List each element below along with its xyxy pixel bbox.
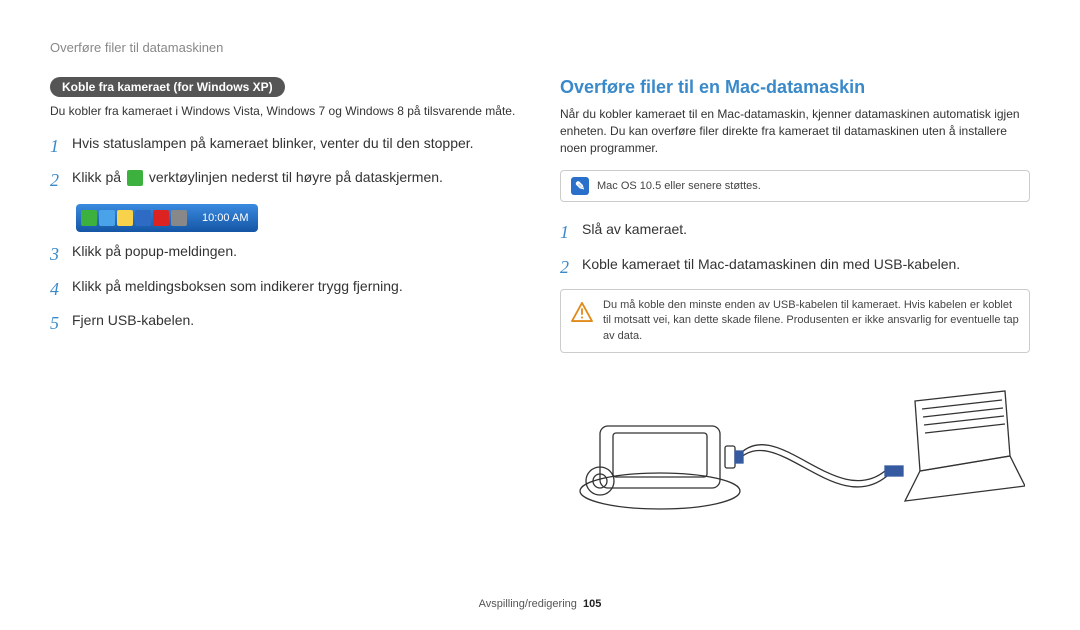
step-1: 1 Slå av kameraet.: [560, 220, 1030, 244]
step-5: 5 Fjern USB-kabelen.: [50, 311, 520, 335]
step-number: 1: [560, 220, 574, 244]
step-number: 1: [50, 134, 64, 158]
taskbar-icon: [117, 210, 133, 226]
footer-page-number: 105: [583, 598, 601, 610]
step-text: Klikk på verktøylinjen nederst til høyre…: [72, 168, 443, 187]
step-2: 2 Klikk på verktøylinjen nederst til høy…: [50, 168, 520, 192]
mac-steps: 1 Slå av kameraet. 2 Koble kameraet til …: [560, 220, 1030, 279]
footer-section: Avspilling/redigering: [479, 598, 577, 610]
step-2: 2 Koble kameraet til Mac-datamaskinen di…: [560, 255, 1030, 279]
step-text: Klikk på popup-meldingen.: [72, 242, 237, 261]
page-breadcrumb: Overføre filer til datamaskinen: [50, 40, 1030, 55]
step-3: 3 Klikk på popup-meldingen.: [50, 242, 520, 266]
xp-steps-cont: 3 Klikk på popup-meldingen. 4 Klikk på m…: [50, 242, 520, 335]
warning-text: Du må koble den minste enden av USB-kabe…: [603, 298, 1019, 344]
taskbar-icon: [99, 210, 115, 226]
step-text: Klikk på meldingsboksen som indikerer tr…: [72, 277, 403, 296]
step-4: 4 Klikk på meldingsboksen som indikerer …: [50, 277, 520, 301]
note-text: Mac OS 10.5 eller senere støttes.: [597, 180, 761, 192]
taskbar-icon: [135, 210, 151, 226]
step-number: 3: [50, 242, 64, 266]
step-text: Hvis statuslampen på kameraet blinker, v…: [72, 134, 474, 153]
xp-steps: 1 Hvis statuslampen på kameraet blinker,…: [50, 134, 520, 193]
step-2-pre: Klikk på: [72, 169, 125, 185]
step-number: 2: [50, 168, 64, 192]
step-text: Slå av kameraet.: [582, 220, 687, 239]
step-number: 2: [560, 255, 574, 279]
disconnect-camera-xp-pill: Koble fra kameraet (for Windows XP): [50, 77, 285, 97]
taskbar-icon: [81, 210, 97, 226]
mac-intro-text: Når du kobler kameraet til en Mac-datama…: [560, 106, 1030, 156]
taskbar-icon: [171, 210, 187, 226]
step-text: Koble kameraet til Mac-datamaskinen din …: [582, 255, 960, 274]
left-column: Koble fra kameraet (for Windows XP) Du k…: [50, 77, 520, 521]
taskbar-icon: [153, 210, 169, 226]
step-text: Fjern USB-kabelen.: [72, 311, 194, 330]
warning-icon: [571, 302, 593, 322]
camera-laptop-diagram: [560, 371, 1030, 521]
step-2-post: verktøylinjen nederst til høyre på datas…: [149, 169, 443, 185]
step-1: 1 Hvis statuslampen på kameraet blinker,…: [50, 134, 520, 158]
step-number: 4: [50, 277, 64, 301]
step-number: 5: [50, 311, 64, 335]
page-footer: Avspilling/redigering 105: [0, 598, 1080, 610]
note-icon: ✎: [571, 177, 589, 195]
usb-warning-box: Du må koble den minste enden av USB-kabe…: [560, 289, 1030, 353]
mac-os-note: ✎ Mac OS 10.5 eller senere støttes.: [560, 170, 1030, 202]
right-column: Overføre filer til en Mac-datamaskin Når…: [560, 77, 1030, 521]
taskbar-clock: 10:00 AM: [202, 212, 248, 224]
windows-taskbar: 10:00 AM: [76, 204, 258, 232]
mac-transfer-title: Overføre filer til en Mac-datamaskin: [560, 77, 1030, 98]
safely-remove-icon: [127, 170, 143, 186]
xp-intro-text: Du kobler fra kameraet i Windows Vista, …: [50, 103, 520, 120]
